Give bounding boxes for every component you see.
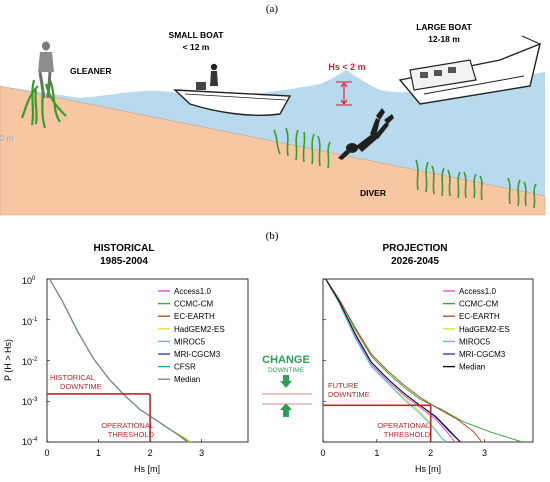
chart-left-subtitle: 1985-2004	[100, 256, 148, 267]
gleaner-label: GLEANER	[70, 66, 112, 76]
seagrass	[273, 127, 537, 209]
diver-figure	[338, 108, 394, 160]
chart-left-ylabel: P (H > Hs)	[3, 339, 13, 381]
ytick-label: 10-2	[22, 357, 38, 367]
legend-label: Median	[174, 375, 200, 384]
legend-label: EC-EARTH	[174, 312, 215, 321]
gleaner-figure	[20, 41, 67, 129]
ytick-label: 10-1	[22, 317, 38, 327]
series-line-ec-earth	[325, 278, 483, 443]
legend-label: MRI-CGCM3	[174, 350, 221, 359]
ytick-label: 10-3	[22, 397, 38, 407]
legend-label: Median	[459, 363, 485, 372]
ytick-label: 10-4	[22, 437, 38, 447]
legend-label: MRI-CGCM3	[459, 350, 506, 359]
series-line-mri-cgcm3	[325, 278, 461, 443]
chart-right-subtitle: 2026-2045	[391, 256, 439, 267]
ytick-label: 100	[22, 276, 36, 286]
xtick-label: 1	[374, 448, 379, 458]
change-indicator: CHANGE DOWNTIME	[262, 354, 312, 417]
left-threshold-line2: THRESHOLD	[108, 430, 155, 439]
legend-label: MIROC5	[174, 337, 206, 346]
hs-label: Hs < 2 m	[328, 62, 365, 72]
legend-label: HadGEM2-ES	[174, 325, 225, 334]
right-downtime-line1: FUTURE	[328, 381, 358, 390]
chart-right-title: PROJECTION	[382, 243, 447, 254]
left-threshold-line1: OPERATIONAL	[101, 421, 154, 430]
chart-left: 0 1 2 3 Access1.0 CCMC-CM EC-EARTH HadGEM2-ES MI…	[44, 278, 225, 458]
depth-label: 2 m	[0, 134, 14, 143]
legend-label: Access1.0	[174, 287, 211, 296]
series-line-median	[325, 278, 461, 443]
right-downtime-line2: DOWNTIME	[328, 390, 370, 399]
xtick-label: 3	[199, 448, 204, 458]
chart-left-frame	[46, 278, 249, 443]
panel-a-scene: (a) 2 m GLEANER SMALL BOAT < 12 m Hs < 2…	[0, 3, 546, 216]
small-boat-label-line2: < 12 m	[183, 42, 210, 52]
large-boat-label-line2: 12-18 m	[428, 34, 460, 44]
legend-label: CCMC-CM	[459, 300, 498, 309]
small-boat-label-line1: SMALL BOAT	[169, 30, 225, 40]
chart-right-frame	[322, 278, 534, 443]
right-downtime-annotation: FUTURE DOWNTIME OPERATIONAL THRESHOLD	[328, 381, 431, 439]
legend-label: EC-EARTH	[459, 312, 500, 321]
panel-a-label: (a)	[266, 3, 279, 15]
legend-label: HadGEM2-ES	[459, 325, 510, 334]
series-line-hadgem2-es	[325, 278, 445, 443]
xtick-label: 2	[148, 448, 153, 458]
legend-label: MIROC5	[459, 337, 491, 346]
xtick-label: 1	[96, 448, 101, 458]
arrow-down-icon	[280, 375, 292, 388]
left-downtime-line1: HISTORICAL	[50, 373, 95, 382]
chart-left-title: HISTORICAL	[94, 243, 155, 254]
chart-left-xlabel: Hs [m]	[134, 464, 160, 474]
legend-label: CCMC-CM	[174, 300, 213, 309]
legend-label: CFSR	[174, 363, 196, 372]
xtick-label: 0	[320, 448, 325, 458]
xtick-label: 2	[428, 448, 433, 458]
chart-right-xlabel: Hs [m]	[415, 464, 441, 474]
left-downtime-annotation: HISTORICAL DOWNTIME OPERATIONAL THRESHOL…	[50, 373, 155, 439]
left-downtime-line2: DOWNTIME	[60, 382, 102, 391]
xtick-label: 0	[44, 448, 49, 458]
large-boat-label-line1: LARGE BOAT	[416, 22, 472, 32]
hs-arrow	[336, 81, 352, 106]
change-label: CHANGE	[262, 354, 310, 366]
seabed	[0, 85, 546, 216]
right-threshold-line1: OPERATIONAL	[377, 421, 430, 430]
series-line-median	[49, 278, 189, 443]
series-line-ccmc-cm	[325, 278, 523, 443]
panel-b-label: (b)	[266, 230, 279, 242]
arrow-up-icon	[280, 403, 292, 417]
large-boat-figure	[398, 35, 541, 105]
series-line-hadgem2-es	[49, 278, 192, 443]
chart-right: 0 1 2 3 Access1.0 CCMC-CM EC-EARTH HadGEM2-ES MI…	[320, 278, 523, 458]
series-line-miroc5	[325, 278, 448, 443]
change-sublabel: DOWNTIME	[268, 367, 305, 374]
xtick-label: 3	[482, 448, 487, 458]
right-threshold-line2: THRESHOLD	[384, 430, 431, 439]
chart-left-yticks: 100 10-1 10-2 10-3 10-4	[22, 276, 38, 447]
small-boat-figure	[173, 63, 292, 116]
diver-label: DIVER	[360, 188, 386, 198]
legend-label: Access1.0	[459, 287, 496, 296]
